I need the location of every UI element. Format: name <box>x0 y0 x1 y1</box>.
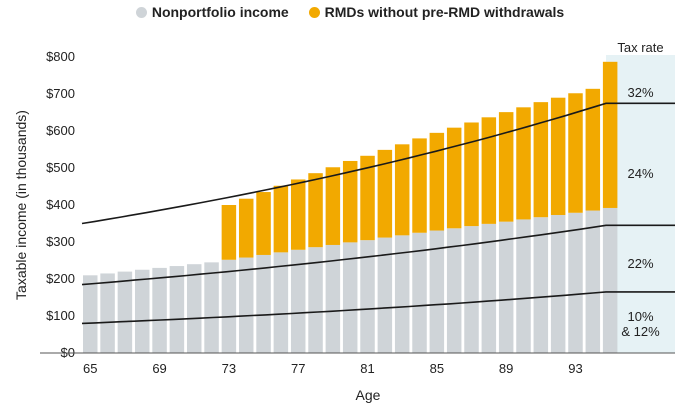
bar-nonportfolio <box>516 219 531 353</box>
y-tick-label: $100 <box>46 308 75 323</box>
y-tick-label: $600 <box>46 123 75 138</box>
x-tick-label: 93 <box>568 361 582 376</box>
x-tick-label: 69 <box>152 361 166 376</box>
bar-rmds <box>256 192 271 255</box>
bar-rmds <box>360 155 375 241</box>
x-tick-label: 73 <box>222 361 236 376</box>
bar-nonportfolio <box>308 247 323 353</box>
tax-rate-label: 24% <box>627 166 653 181</box>
y-axis-title: Taxable income (in thousands) <box>13 110 29 300</box>
bar-nonportfolio <box>412 232 427 353</box>
x-tick-label: 65 <box>83 361 97 376</box>
y-tick-label: $400 <box>46 197 75 212</box>
bar-rmds <box>273 185 289 253</box>
y-tick-label: $200 <box>46 271 75 286</box>
bar-rmds <box>568 93 583 213</box>
x-tick-label: 89 <box>499 361 513 376</box>
bar-nonportfolio <box>550 214 566 353</box>
bar-rmds <box>308 173 323 248</box>
bar-rmds <box>516 107 531 220</box>
bar-rmds <box>602 61 618 208</box>
tax-rate-label: 10% <box>627 309 653 324</box>
bar-rmds <box>533 102 549 218</box>
bracket-line <box>81 291 675 325</box>
x-tick-label: 77 <box>291 361 305 376</box>
bar-rmds <box>481 117 497 224</box>
x-tick-label: 85 <box>430 361 444 376</box>
bar-nonportfolio <box>377 237 393 353</box>
bar-rmds <box>290 179 306 250</box>
bar-nonportfolio <box>325 244 341 353</box>
bar-rmds <box>325 167 341 245</box>
bar-nonportfolio <box>360 240 375 353</box>
bar-rmds <box>429 132 445 231</box>
bar-nonportfolio <box>221 259 237 353</box>
bar-nonportfolio <box>290 249 306 353</box>
legend: Nonportfolio income RMDs without pre-RMD… <box>0 4 700 20</box>
tax-rate-band <box>606 55 675 353</box>
bar-nonportfolio <box>394 235 410 353</box>
bracket-line <box>81 102 675 225</box>
bar-nonportfolio <box>204 262 219 353</box>
legend-item-nonportfolio: Nonportfolio income <box>135 4 289 20</box>
bar-nonportfolio <box>117 271 133 353</box>
bar-nonportfolio <box>100 273 115 353</box>
bar-nonportfolio <box>568 212 583 353</box>
legend-item-rmds: RMDs without pre-RMD withdrawals <box>308 4 565 20</box>
bar-rmds <box>238 198 254 258</box>
bar-nonportfolio <box>464 226 479 353</box>
y-tick-label: $700 <box>46 86 75 101</box>
bar-nonportfolio <box>273 252 289 353</box>
bar-rmds <box>446 127 462 229</box>
bar-nonportfolio <box>186 264 202 353</box>
bar-nonportfolio <box>134 269 150 353</box>
y-tick-label: $800 <box>46 49 75 64</box>
bar-nonportfolio <box>83 275 98 353</box>
bar-nonportfolio <box>602 207 618 353</box>
y-tick-label: $300 <box>46 234 75 249</box>
tax-rate-title: Tax rate <box>617 40 663 55</box>
bar-nonportfolio <box>585 210 601 353</box>
x-tick-label: 81 <box>360 361 374 376</box>
bracket-line <box>81 224 675 286</box>
tax-rate-label: 22% <box>627 256 653 271</box>
bar-nonportfolio <box>152 267 167 353</box>
bar-rmds <box>394 144 410 236</box>
tax-rate-label: & 12% <box>621 324 660 339</box>
legend-label-nonportfolio: Nonportfolio income <box>151 4 289 20</box>
bar-rmds <box>585 88 601 211</box>
legend-label-rmds: RMDs without pre-RMD withdrawals <box>324 4 565 20</box>
bar-nonportfolio <box>238 257 254 353</box>
bar-rmds <box>342 160 358 243</box>
tax-rate-label: 32% <box>627 85 653 100</box>
legend-swatch-rmds <box>308 7 320 18</box>
bar-rmds <box>377 149 393 238</box>
bar-nonportfolio <box>429 230 445 353</box>
bar-rmds <box>464 122 479 227</box>
bar-nonportfolio <box>533 217 549 353</box>
bar-rmds <box>412 138 427 233</box>
bar-nonportfolio <box>342 242 358 353</box>
x-axis-title: Age <box>356 387 381 403</box>
bar-nonportfolio <box>169 266 185 353</box>
bar-rmds <box>221 205 237 260</box>
bar-nonportfolio <box>446 228 462 353</box>
bar-rmds <box>550 97 566 215</box>
legend-swatch-nonportfolio <box>135 7 147 18</box>
bar-nonportfolio <box>481 223 497 353</box>
y-tick-label: $500 <box>46 160 75 175</box>
bar-nonportfolio <box>256 254 271 353</box>
bar-nonportfolio <box>498 221 514 353</box>
bar-rmds <box>498 112 514 222</box>
